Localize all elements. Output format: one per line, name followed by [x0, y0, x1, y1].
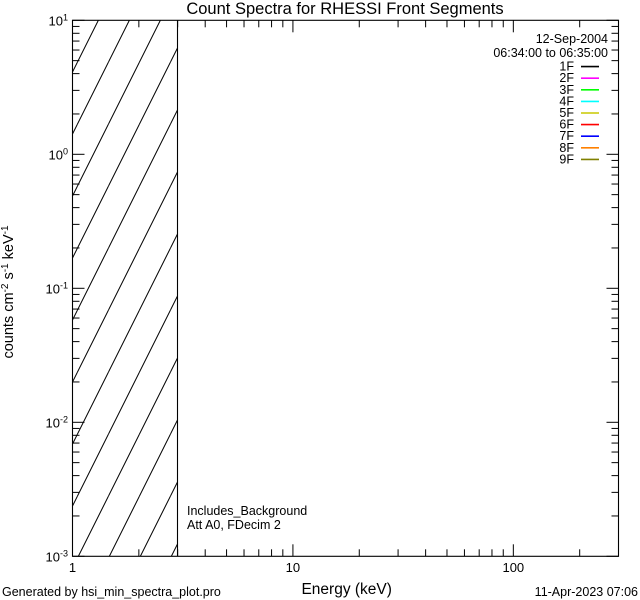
- svg-text:11-Apr-2023 07:06: 11-Apr-2023 07:06: [535, 585, 638, 599]
- svg-text:Generated by hsi_min_spectra_p: Generated by hsi_min_spectra_plot.pro: [2, 585, 221, 599]
- svg-text:Includes_Background: Includes_Background: [187, 504, 307, 518]
- svg-text:100: 100: [502, 560, 524, 575]
- svg-text:Count Spectra for RHESSI Front: Count Spectra for RHESSI Front Segments: [186, 0, 503, 18]
- svg-text:12-Sep-2004: 12-Sep-2004: [536, 32, 608, 46]
- svg-text:1: 1: [69, 560, 76, 575]
- svg-text:Att A0, FDecim 2: Att A0, FDecim 2: [187, 518, 281, 532]
- svg-text:Energy (keV): Energy (keV): [301, 581, 391, 598]
- svg-text:9F: 9F: [559, 152, 574, 166]
- svg-text:10: 10: [286, 560, 300, 575]
- svg-text:06:34:00 to 06:35:00: 06:34:00 to 06:35:00: [493, 46, 608, 60]
